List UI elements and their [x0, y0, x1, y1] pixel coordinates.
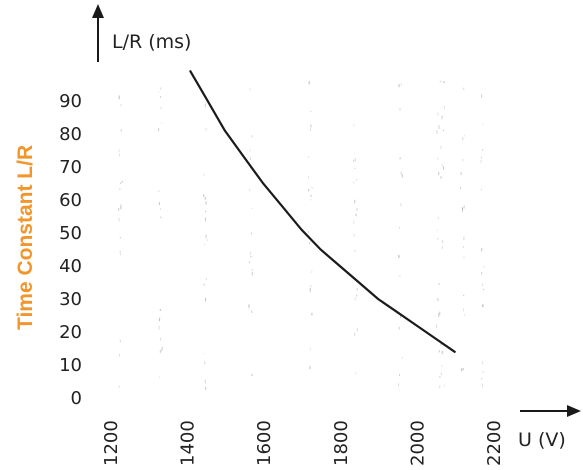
y-tick-label: 0: [71, 388, 82, 409]
x-tick-label: 1600: [254, 420, 275, 466]
y-tick-label: 90: [59, 91, 82, 112]
x-tick-label: 1800: [331, 420, 352, 466]
y-tick-labels: 0 10 20 30 40 50 60 70 80 90: [59, 91, 82, 409]
x-tick-label: 1400: [178, 420, 199, 466]
y-tick-label: 70: [59, 157, 82, 178]
x-axis-label: U (V): [518, 429, 566, 451]
x-tick-label: 1200: [101, 420, 122, 466]
y-tick-label: 40: [59, 256, 82, 277]
y-tick-label: 50: [59, 223, 82, 244]
series-line: [189, 70, 456, 353]
y-axis-label: L/R (ms): [112, 31, 191, 53]
y-tick-label: 80: [59, 124, 82, 145]
x-axis-arrowhead: [567, 405, 581, 417]
chart-side-title: Time Constant L/R: [14, 145, 37, 330]
x-tick-label: 2200: [484, 420, 505, 466]
y-tick-label: 20: [59, 322, 82, 343]
y-tick-label: 30: [59, 289, 82, 310]
y-tick-label: 60: [59, 190, 82, 211]
x-tick-label: 2000: [407, 420, 428, 466]
background-speckle: [118, 80, 485, 391]
x-tick-labels: 1200 1400 1600 1800 2000 2200: [101, 420, 505, 466]
y-axis-arrowhead: [92, 4, 104, 18]
y-tick-label: 10: [59, 355, 82, 376]
